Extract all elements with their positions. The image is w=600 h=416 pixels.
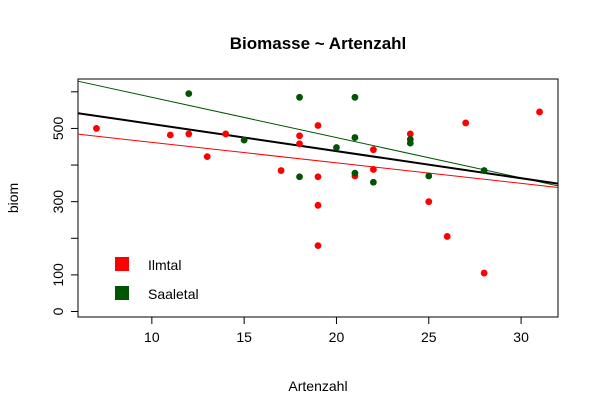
data-point-ilmtal — [203, 153, 211, 161]
data-point-ilmtal — [93, 125, 100, 132]
legend-swatch-ilmtal — [115, 257, 129, 271]
x-axis-label: Artenzahl — [288, 378, 347, 394]
y-tick-label: 0 — [50, 307, 66, 315]
data-point-ilmtal — [369, 146, 377, 154]
data-point-saaletal — [185, 90, 193, 98]
data-point-ilmtal — [443, 233, 451, 240]
data-point-ilmtal — [222, 130, 230, 138]
data-point-ilmtal — [296, 140, 303, 148]
data-point-saaletal — [351, 169, 359, 177]
data-point-ilmtal — [369, 166, 377, 173]
fit-lines — [77, 80, 559, 188]
data-point-ilmtal — [462, 119, 470, 127]
x-tick-label: 10 — [144, 329, 160, 345]
data-point-saaletal — [296, 173, 303, 181]
data-points — [93, 90, 543, 277]
x-tick-label: 25 — [421, 329, 437, 345]
data-point-saaletal — [406, 139, 414, 147]
x-tick-label: 15 — [236, 329, 252, 345]
data-point-saaletal — [369, 178, 377, 186]
x-tick-label: 30 — [513, 329, 529, 345]
data-point-ilmtal — [314, 173, 322, 181]
data-point-saaletal — [333, 144, 340, 151]
plot-frame — [77, 78, 559, 318]
data-point-saaletal — [425, 172, 433, 180]
fit-line-ilmtal — [77, 133, 559, 188]
legend-label-ilmtal: Ilmtal — [148, 257, 181, 273]
data-point-ilmtal — [296, 132, 303, 140]
data-point-ilmtal — [314, 242, 322, 250]
data-point-ilmtal — [314, 122, 322, 129]
y-axis-label: biom — [5, 183, 21, 213]
data-point-ilmtal — [166, 131, 174, 139]
data-point-ilmtal — [314, 201, 322, 209]
y-axis: 0 100 300 500 — [50, 91, 78, 315]
data-point-saaletal — [240, 136, 248, 144]
fit-line-saaletal — [77, 80, 559, 187]
data-point-ilmtal — [185, 130, 193, 138]
fit-line-overall — [77, 112, 559, 185]
y-tick-label: 300 — [50, 190, 66, 214]
data-point-ilmtal — [480, 269, 488, 277]
y-tick-label: 500 — [50, 117, 66, 141]
chart-title: Biomasse ~ Artenzahl — [230, 34, 407, 53]
data-point-ilmtal — [425, 198, 433, 206]
plot-area — [77, 78, 559, 318]
data-point-saaletal — [351, 93, 359, 101]
y-tick-label: 100 — [50, 263, 66, 287]
data-point-saaletal — [480, 167, 488, 174]
legend-swatch-saaletal — [115, 286, 129, 300]
x-axis: 10 15 20 25 30 — [144, 317, 529, 345]
x-tick-label: 20 — [329, 329, 345, 345]
legend: Ilmtal Saaletal — [115, 257, 199, 302]
legend-label-saaletal: Saaletal — [148, 286, 199, 302]
data-point-ilmtal — [277, 167, 285, 174]
data-point-ilmtal — [536, 108, 543, 116]
data-point-saaletal — [351, 134, 359, 141]
data-point-saaletal — [296, 93, 303, 101]
data-point-ilmtal — [406, 130, 414, 138]
